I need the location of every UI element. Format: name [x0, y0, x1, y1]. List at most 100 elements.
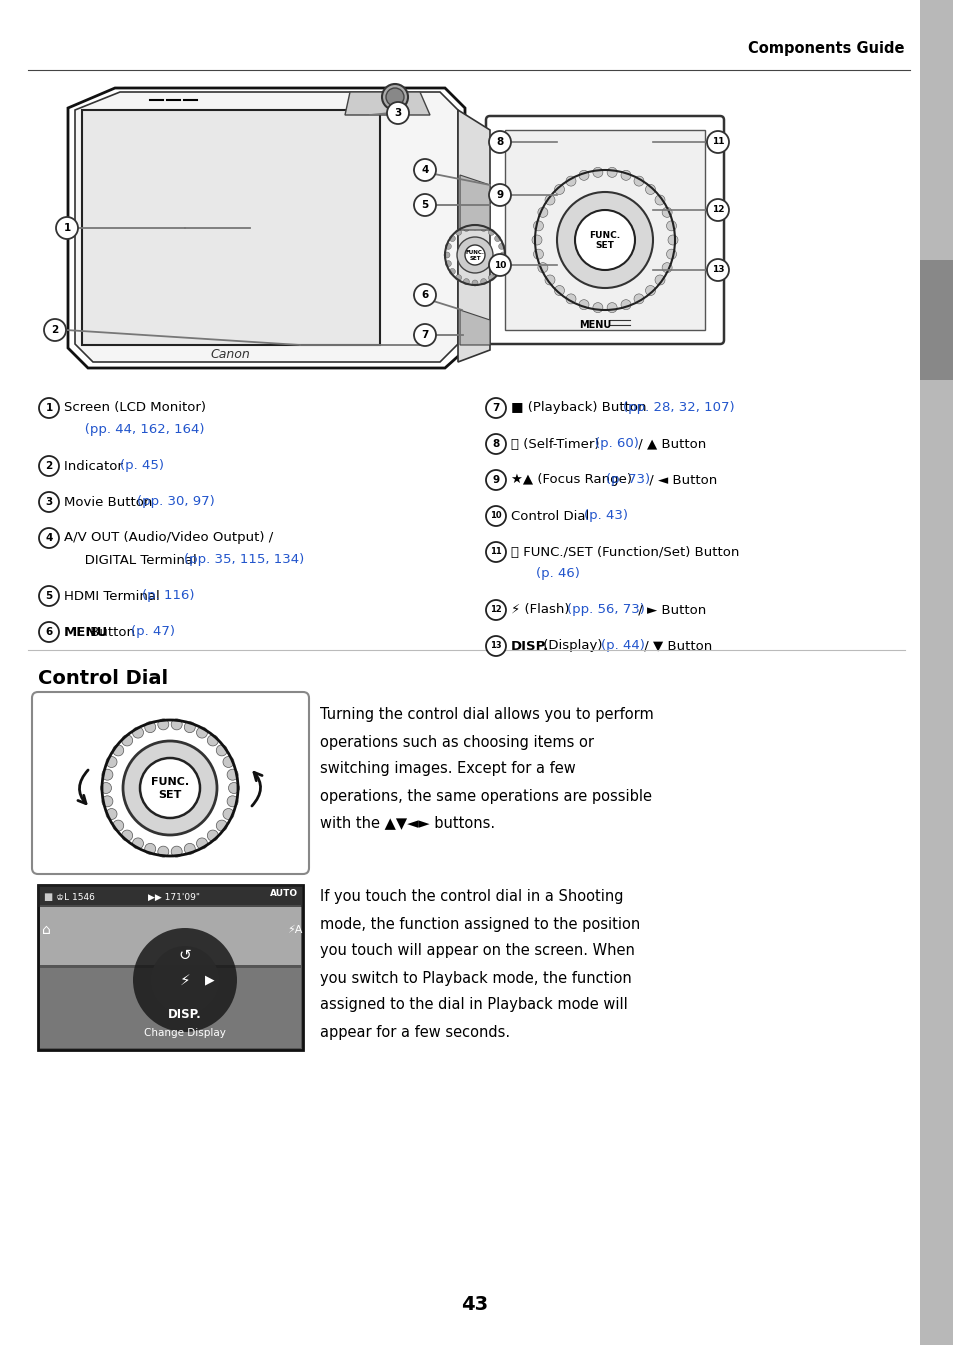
Bar [919, 260, 953, 381]
Text: 8: 8 [492, 438, 499, 449]
Text: (p. 60): (p. 60) [595, 437, 639, 451]
Text: FUNC.: FUNC. [589, 230, 619, 239]
Polygon shape [345, 91, 430, 116]
Circle shape [706, 130, 728, 153]
Circle shape [620, 171, 630, 180]
Text: 12: 12 [711, 206, 723, 214]
Text: / ▼ Button: / ▼ Button [639, 639, 711, 652]
Text: Turning the control dial allows you to perform: Turning the control dial allows you to p… [319, 707, 653, 722]
Circle shape [223, 808, 233, 819]
Polygon shape [457, 110, 490, 362]
Text: ▶▶ 171'09": ▶▶ 171'09" [148, 893, 200, 901]
Text: Ⓕ FUNC./SET (Function/Set) Button: Ⓕ FUNC./SET (Function/Set) Button [511, 546, 739, 558]
Text: ♔L 1546: ♔L 1546 [56, 893, 94, 901]
Text: appear for a few seconds.: appear for a few seconds. [319, 1025, 510, 1040]
Text: 3: 3 [46, 498, 52, 507]
Circle shape [464, 245, 484, 265]
Circle shape [207, 830, 218, 841]
Circle shape [39, 529, 59, 547]
Text: / ► Button: / ► Button [634, 604, 706, 616]
Circle shape [634, 295, 643, 304]
Circle shape [227, 769, 238, 780]
Text: 2: 2 [51, 325, 58, 335]
Circle shape [456, 274, 461, 281]
Circle shape [100, 783, 112, 794]
Circle shape [196, 728, 208, 738]
Text: ⌂: ⌂ [42, 923, 51, 937]
Text: 5: 5 [46, 590, 52, 601]
Text: Movie Button: Movie Button [64, 495, 156, 508]
Circle shape [592, 167, 602, 178]
Text: 11: 11 [490, 547, 501, 557]
Text: 6: 6 [46, 627, 52, 638]
Text: SET: SET [469, 256, 480, 261]
Text: mode, the function assigned to the position: mode, the function assigned to the posit… [319, 916, 639, 932]
Text: operations such as choosing items or: operations such as choosing items or [319, 734, 594, 749]
Text: Canon: Canon [210, 348, 250, 362]
Circle shape [575, 210, 635, 270]
Text: MENU: MENU [64, 625, 108, 639]
Circle shape [554, 184, 564, 195]
Text: 12: 12 [490, 605, 501, 615]
Circle shape [489, 130, 511, 153]
Circle shape [171, 718, 182, 730]
Text: (pp. 56, 73): (pp. 56, 73) [566, 604, 644, 616]
Text: DIGITAL Terminal: DIGITAL Terminal [71, 554, 201, 566]
Text: HDMI Terminal: HDMI Terminal [64, 589, 164, 603]
Circle shape [544, 195, 555, 204]
Text: FUNC.: FUNC. [151, 777, 189, 787]
Text: 9: 9 [492, 475, 499, 486]
Text: (p. 73): (p. 73) [605, 473, 650, 487]
Text: Control Dial: Control Dial [38, 668, 168, 687]
Text: If you touch the control dial in a Shooting: If you touch the control dial in a Shoot… [319, 889, 623, 904]
Circle shape [472, 280, 477, 286]
Circle shape [537, 207, 547, 218]
Circle shape [537, 262, 547, 273]
Circle shape [184, 722, 195, 733]
Circle shape [106, 808, 117, 819]
Polygon shape [68, 87, 464, 369]
Circle shape [488, 274, 494, 281]
Circle shape [145, 722, 155, 733]
Text: 1: 1 [63, 223, 71, 233]
Text: 3: 3 [394, 108, 401, 118]
Circle shape [122, 830, 132, 841]
Circle shape [498, 261, 504, 266]
Circle shape [229, 783, 239, 794]
Text: ■ (Playback) Button: ■ (Playback) Button [511, 402, 650, 414]
Text: (p. 43): (p. 43) [583, 510, 627, 522]
Circle shape [443, 252, 450, 258]
Circle shape [157, 846, 169, 857]
Text: ⚡A: ⚡A [287, 925, 302, 935]
Text: Indicator: Indicator [64, 460, 127, 472]
Circle shape [655, 195, 664, 204]
Polygon shape [82, 110, 379, 346]
Circle shape [414, 194, 436, 217]
Text: 2: 2 [46, 461, 52, 471]
Circle shape [706, 199, 728, 221]
Circle shape [499, 252, 505, 258]
Text: / ◄ Button: / ◄ Button [645, 473, 717, 487]
Circle shape [606, 167, 617, 178]
Text: (pp. 28, 32, 107): (pp. 28, 32, 107) [622, 402, 734, 414]
Circle shape [184, 843, 195, 854]
Circle shape [667, 235, 678, 245]
Bar [40, 968, 301, 1048]
Text: (pp. 35, 115, 134): (pp. 35, 115, 134) [184, 554, 304, 566]
Circle shape [132, 728, 143, 738]
Circle shape [151, 946, 219, 1014]
Text: MENU: MENU [578, 320, 611, 330]
Circle shape [456, 237, 493, 273]
Polygon shape [75, 91, 457, 362]
Circle shape [463, 226, 469, 231]
Text: 11: 11 [711, 137, 723, 147]
Circle shape [39, 398, 59, 418]
Text: 1: 1 [46, 404, 52, 413]
Circle shape [39, 456, 59, 476]
Text: Control Dial: Control Dial [511, 510, 593, 522]
Circle shape [533, 249, 543, 260]
Text: (p. 46): (p. 46) [536, 568, 579, 581]
Text: (Display): (Display) [538, 639, 606, 652]
Circle shape [414, 284, 436, 307]
Circle shape [132, 838, 143, 849]
